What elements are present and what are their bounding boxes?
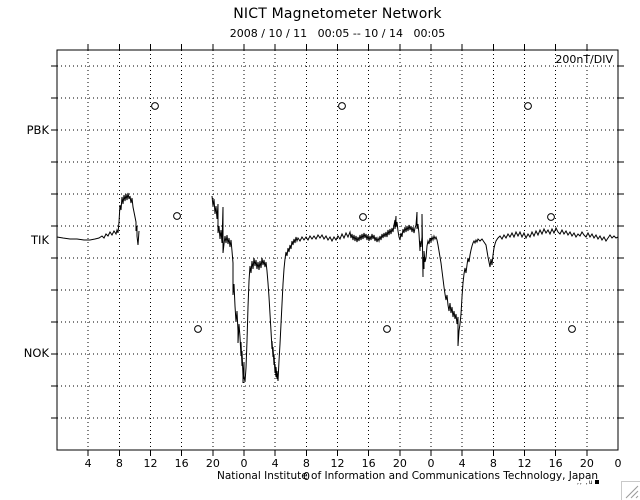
noon-marker-circle	[383, 325, 391, 333]
scale-label: 200nT/DIV	[555, 53, 613, 66]
x-tick-label: 12	[144, 457, 158, 470]
time-range-subtitle: 2008 / 10 / 11 00:05 -- 10 / 14 00:05	[229, 27, 446, 40]
noon-marker-circle	[547, 213, 555, 221]
x-tick-label: 4	[459, 457, 466, 470]
x-tick-label: 20	[206, 457, 220, 470]
x-tick-label: 8	[303, 457, 310, 470]
x-tick-label: 8	[490, 457, 497, 470]
x-tick-label: 20	[580, 457, 594, 470]
station-label-nok: NOK	[24, 346, 50, 360]
x-tick-label: 12	[331, 457, 345, 470]
noon-marker-circle	[359, 213, 367, 221]
axis-ticks	[51, 44, 624, 456]
x-tick-label: 4	[85, 457, 92, 470]
x-tick-label: 8	[116, 457, 123, 470]
station-label-pbk: PBK	[27, 123, 50, 137]
local-noon-markers	[151, 102, 576, 333]
x-tick-label: 16	[175, 457, 189, 470]
resize-grip-icon	[625, 485, 639, 499]
trace-segment	[211, 195, 619, 384]
noon-marker-circle	[173, 212, 181, 220]
x-tick-label: 0	[615, 457, 622, 470]
x-axis-tick-labels: 4 8 12 16 20 0 4 8 12 16 20 0 4 8 12 16 20 0	[85, 457, 622, 470]
station-labels: PBK TIK NOK	[24, 123, 50, 360]
noon-marker-circle	[194, 325, 202, 333]
noon-marker-circle	[524, 102, 532, 110]
x-tick-label: 16	[362, 457, 376, 470]
overprint-zero-glyph: 0	[303, 470, 310, 483]
page-title: NICT Magnetometer Network	[233, 6, 442, 22]
x-tick-label: 12	[518, 457, 532, 470]
trace-segment	[56, 192, 140, 246]
x-tick-label: 20	[393, 457, 407, 470]
x-tick-label: 0	[241, 457, 248, 470]
x-tick-label: 4	[272, 457, 279, 470]
x-tick-label: 0	[428, 457, 435, 470]
noon-marker-circle	[568, 325, 576, 333]
station-label-tik: TIK	[30, 233, 49, 247]
noon-marker-circle	[338, 102, 346, 110]
tiny-square-mark	[595, 480, 600, 484]
tiny-footnote-marks: ,, ,u	[577, 479, 600, 486]
tik-magnetogram-trace	[56, 192, 619, 384]
window-resize-grip[interactable]	[621, 481, 640, 500]
footer-caption: National Institute of Information and Co…	[217, 470, 599, 482]
grid-dotted	[57, 50, 618, 450]
noon-marker-circle	[151, 102, 159, 110]
x-tick-label: 16	[549, 457, 563, 470]
